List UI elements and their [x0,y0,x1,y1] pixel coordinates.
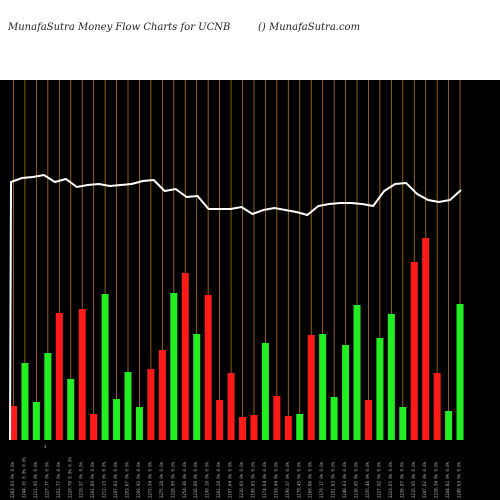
bar [32,402,40,440]
bar [410,262,418,440]
bar [296,414,304,440]
x-tick-label: 2216.05 0% 0.0% [354,461,359,498]
x-tick-label: 2254.36 0% 0.0% [182,461,187,498]
bar [399,407,407,440]
bar [44,353,52,440]
x-tick-label: 2210.60 0% 0.0% [239,461,244,498]
bar [204,295,212,440]
bar [113,399,121,440]
bar [216,400,224,440]
bar [147,369,155,440]
bar [422,238,430,440]
x-tick-label: 2272.34 0% 0.0% [147,461,152,498]
x-tick-label: 2159.04 0% 0.0% [273,461,278,498]
bar [181,273,189,440]
x-tick-label: 2248.63 0% 0.0% [342,461,347,498]
x-tick-label: 2216.68 0% 0.0% [193,461,198,498]
x-tick-label: 2207.83 0% 0.0% [113,461,118,498]
x-tick-label: 2211.95 0% 0.0% [33,461,38,498]
bar [158,350,166,440]
chart-header: MunafaSutra Money Flow Charts for UCNB (… [0,0,500,80]
price-line [9,173,462,441]
bar [261,343,269,440]
x-tick-label: 2190.18 0% 0.0% [205,461,210,498]
bar [376,338,384,440]
bar [10,406,17,440]
x-tick-label: 2228.00 0% 0.0% [170,461,175,498]
marker-label: $ [44,444,47,449]
x-tick-label: 2218.34 0% 0.0% [434,461,439,498]
bar [101,294,109,440]
bar [342,345,350,440]
site-credit: () MunafaSutra.com [258,22,361,33]
x-tick-label: 2212.13 0% 0.0% [102,461,107,498]
bar [353,305,361,440]
x-tick-label: 2244.10 0.0% 0.0% [21,456,26,498]
bar [250,415,258,440]
bar [78,309,86,440]
bar [193,334,201,440]
x-tick-label: 2252.77 0% 0.0% [56,461,61,498]
bar [239,417,246,440]
x-tick-label: 2191.63 0% 0.0% [331,461,336,498]
x-tick-label: 2247.62 0% 0.0% [422,461,427,498]
x-tick-label: 2226.87 0% 0.0% [399,461,404,498]
x-tick-label: 2190.83 0% 0.0% [250,461,255,498]
x-tick-label: 2223.65 0% 0.0% [388,461,393,498]
bar [387,314,395,440]
bar [445,411,453,440]
bar [456,304,464,440]
x-tick-label: 2160.84 0% 0.0% [308,461,313,498]
x-tick-label: 2235.44 0% 0.0% [365,461,370,498]
x-tick-label: 2209.93 0% 0.0% [136,461,141,498]
x-tick-label: 2244.82 0% 0.0% [445,461,450,498]
bar [307,335,315,440]
x-tick-label: 2219.57 0% 0.0% [79,461,84,498]
bar [55,313,63,440]
x-tick-label: 2202.28 0% 0.0% [216,461,221,498]
x-tick-label: 2263.83 0% 0.0% [10,461,15,498]
x-tick-label: 2179.45 0% 0.0% [296,461,301,498]
bar [90,414,98,440]
bar [330,397,338,440]
bar [364,400,372,440]
bar [273,396,281,440]
bar [433,373,441,440]
x-tick-label: 2203.67 0% 0.0% [125,461,130,498]
x-tick-label: 2220.78 0.0% 0.0% [67,456,72,498]
x-tick-label: 2275.28 0% 0.0% [159,461,164,498]
x-tick-label: 2227.77 0% 0.0% [44,461,49,498]
x-tick-label: 2190.37 0% 0.0% [285,461,290,498]
x-tick-label: 2249.63 0% 0.0% [457,461,462,498]
bar [21,363,29,440]
x-tick-label: 2179.17 0% 0.0% [319,461,324,498]
bar [135,407,143,440]
bar [227,373,235,440]
x-tick-label: 2197.64 0% 0.0% [228,461,233,498]
bar [319,334,327,440]
x-tick-label: 2201.89 0% 0.0% [90,461,95,498]
bar [124,372,132,440]
bar [284,416,292,440]
x-tick-label: 2227.02 0% 0.0% [376,461,381,498]
chart-title: MunafaSutra Money Flow Charts for UCNB [8,22,231,33]
bar [67,379,75,440]
bar [170,293,178,440]
x-tick-label: 2174.64 0% 0.0% [262,461,267,498]
x-tick-label: 2215.05 0% 0.0% [411,461,416,498]
